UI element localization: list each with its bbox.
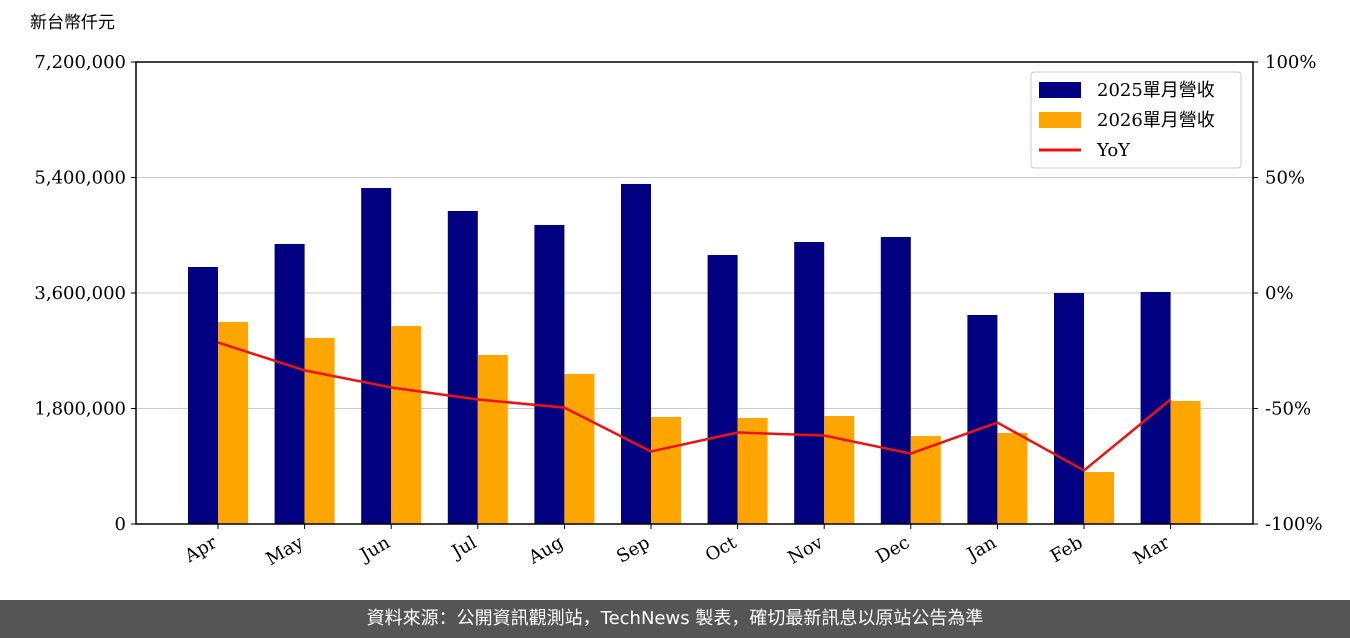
y-tick-label: 7,200,000 bbox=[34, 52, 126, 73]
bar bbox=[1054, 293, 1084, 524]
x-tick-label: Aug bbox=[524, 532, 567, 569]
legend-box bbox=[1030, 71, 1242, 169]
bar bbox=[794, 241, 825, 525]
y-tick-label: 5,400,000 bbox=[34, 168, 126, 189]
bar bbox=[304, 337, 335, 524]
x-tick-label: Oct bbox=[702, 532, 741, 567]
x-tick-label: Dec bbox=[872, 532, 913, 568]
y-tick-label: 0 bbox=[115, 514, 126, 535]
bar bbox=[447, 210, 478, 524]
x-tick-label: Sep bbox=[613, 532, 653, 567]
bar bbox=[1170, 400, 1201, 524]
y2-tick-label: -50% bbox=[1265, 399, 1311, 420]
legend-label: 2026單月營收 bbox=[1097, 110, 1215, 131]
footer: 資料來源：公開資訊觀測站，TechNews 製表，確切最新訊息以原站公告為準 bbox=[0, 600, 1350, 638]
x-tick-label: Mar bbox=[1130, 532, 1174, 569]
legend-swatch bbox=[1039, 112, 1081, 128]
x-tick-label: Jan bbox=[962, 532, 1000, 566]
bar bbox=[737, 417, 768, 524]
bar bbox=[564, 373, 595, 524]
bar bbox=[651, 416, 681, 524]
legend-label: 2025單月營收 bbox=[1097, 80, 1215, 101]
bar bbox=[361, 188, 392, 525]
x-tick-label: Apr bbox=[180, 532, 220, 567]
bar bbox=[621, 183, 651, 524]
bar bbox=[477, 354, 508, 524]
line bbox=[217, 341, 1172, 472]
x-tick-label: May bbox=[263, 532, 308, 570]
y-tick-label: 3,600,000 bbox=[34, 283, 126, 304]
x-tick-label: Feb bbox=[1047, 532, 1087, 567]
y-axis-label: 新台幣仟元 bbox=[30, 13, 115, 33]
bar bbox=[707, 255, 738, 524]
bar bbox=[1140, 291, 1171, 524]
x-tick-label: Jul bbox=[447, 532, 481, 564]
legend-swatch bbox=[1039, 82, 1081, 98]
legend-label: YoY bbox=[1096, 140, 1131, 161]
y2-tick-label: -100% bbox=[1265, 514, 1323, 535]
chart: 新台幣仟元 0 1,800,000 3,600,000 5,400,000 7,200,… bbox=[30, 13, 1323, 570]
y2-tick-label: 0% bbox=[1265, 283, 1294, 304]
bar bbox=[824, 416, 855, 524]
bar bbox=[391, 325, 422, 524]
x-tick-label: Jun bbox=[355, 532, 394, 567]
bar bbox=[967, 315, 998, 524]
bar bbox=[274, 243, 305, 524]
bar bbox=[188, 267, 218, 524]
bar bbox=[1084, 472, 1114, 524]
bar bbox=[997, 433, 1028, 524]
y2-tick-label: 100% bbox=[1265, 52, 1316, 73]
y-tick-label: 1,800,000 bbox=[34, 399, 126, 420]
bar bbox=[880, 236, 911, 525]
y2-tick-label: 50% bbox=[1265, 168, 1305, 189]
bar bbox=[534, 224, 565, 524]
x-tick-label: Nov bbox=[784, 532, 827, 569]
bar bbox=[218, 322, 248, 524]
plot-frame bbox=[135, 61, 1254, 525]
